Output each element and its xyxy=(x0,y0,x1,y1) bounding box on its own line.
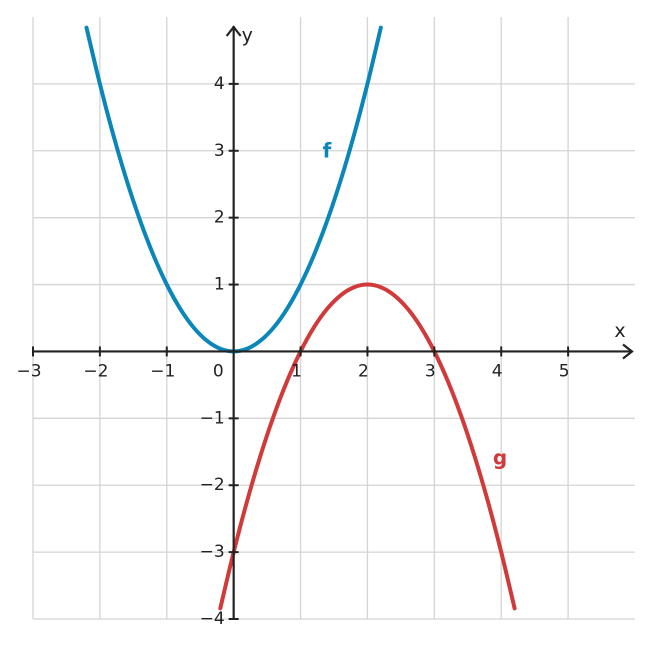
grid xyxy=(32,17,635,620)
y-axis-arrow xyxy=(225,25,242,37)
curve xyxy=(218,282,517,611)
curve-label: g xyxy=(493,446,507,470)
y-tick-label: 2 xyxy=(214,208,225,228)
curve-label: f xyxy=(323,139,332,163)
x-tick-label: −2 xyxy=(83,361,108,381)
x-axis-arrow xyxy=(622,343,634,360)
y-tick-label: −4 xyxy=(200,609,225,629)
x-tick-label: 3 xyxy=(425,361,436,381)
x-tick-label: 5 xyxy=(559,361,570,381)
y-tick-label: −1 xyxy=(200,408,225,428)
x-tick-label: 4 xyxy=(492,361,503,381)
y-tick-label: −2 xyxy=(200,475,225,495)
y-tick-label: −3 xyxy=(200,542,225,562)
x-axis-label: x xyxy=(614,320,625,342)
y-tick-label: 4 xyxy=(214,74,225,94)
y-tick-label: 1 xyxy=(214,275,225,295)
x-tick-label: 2 xyxy=(358,361,369,381)
x-tick-label: −1 xyxy=(150,361,175,381)
x-tick-label: −3 xyxy=(16,361,41,381)
axes: −3 −2 −1 0 1 2 3 4 5 −4 −3 −2 −1 1 2 3 4 x y xyxy=(16,25,634,629)
x-tick-label: 1 xyxy=(291,361,302,381)
y-tick-label: 3 xyxy=(214,141,225,161)
x-tick-label: 0 xyxy=(213,361,224,381)
y-axis-label: y xyxy=(242,25,253,47)
